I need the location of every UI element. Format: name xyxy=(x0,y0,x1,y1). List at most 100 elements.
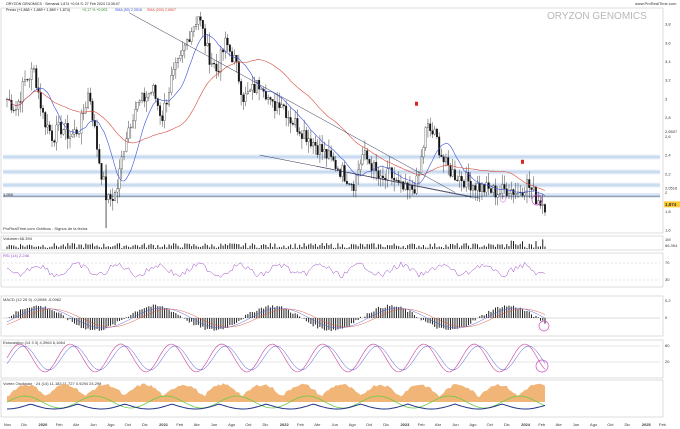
time-axis-label: Ago xyxy=(107,422,115,427)
volume-bar xyxy=(278,246,280,249)
volume-bar xyxy=(530,244,532,249)
macd-histogram-bar xyxy=(173,311,175,318)
macd-histogram-bar xyxy=(319,318,321,327)
highlight-circle xyxy=(535,359,549,373)
candle-body xyxy=(125,138,128,152)
time-axis-label: 2025 xyxy=(642,422,652,427)
candle-body xyxy=(138,100,141,103)
macd-histogram-bar xyxy=(391,305,393,318)
volume-bar xyxy=(398,246,400,249)
volume-bar xyxy=(314,243,316,249)
candle-body xyxy=(440,154,443,157)
volume-bar xyxy=(380,244,382,249)
candle-body xyxy=(465,172,468,188)
candle-body xyxy=(222,49,225,53)
macd-histogram-bar xyxy=(312,318,314,327)
candle-body xyxy=(325,149,328,159)
candle-body xyxy=(84,107,87,114)
candle-body xyxy=(294,118,297,125)
volume-bar xyxy=(285,247,287,249)
volume-axis-label: 1M xyxy=(665,237,671,242)
volume-bar xyxy=(476,244,478,249)
candle-body xyxy=(228,44,231,52)
macd-histogram-bar xyxy=(463,318,465,328)
macd-histogram-bar xyxy=(71,318,73,323)
macd-histogram-bar xyxy=(161,306,163,318)
candle-body xyxy=(174,62,177,70)
macd-histogram-bar xyxy=(202,318,204,327)
macd-histogram-bar xyxy=(166,308,168,318)
macd-histogram-bar xyxy=(89,318,91,330)
candle-body xyxy=(129,126,132,129)
macd-histogram-bar xyxy=(409,310,411,318)
candle-body xyxy=(179,55,182,59)
macd-histogram-bar xyxy=(128,316,130,318)
candle-body xyxy=(368,159,371,164)
volume-bar xyxy=(105,246,107,249)
candle-body xyxy=(215,63,218,72)
volume-bar xyxy=(184,243,186,249)
volume-bar xyxy=(454,245,456,249)
volume-bar xyxy=(157,244,159,249)
macd-histogram-bar xyxy=(438,318,440,328)
macd-histogram-bar xyxy=(366,313,368,318)
volume-bar xyxy=(359,243,361,249)
macd-histogram-bar xyxy=(359,316,361,318)
volume-bar xyxy=(92,243,94,249)
candle-body xyxy=(330,150,333,157)
volume-bar xyxy=(83,247,85,249)
volume-bar xyxy=(384,247,386,249)
volume-bar xyxy=(47,247,49,249)
rsi-pane-label: RSI (14) 2,246 xyxy=(3,253,30,258)
candle-body xyxy=(395,180,398,182)
macd-histogram-bar xyxy=(249,311,251,318)
macd-histogram-bar xyxy=(121,318,123,321)
macd-histogram-bar xyxy=(188,318,190,323)
volume-bar xyxy=(483,245,485,249)
macd-histogram-bar xyxy=(267,305,269,318)
macd-histogram-bar xyxy=(308,318,310,323)
candle-body xyxy=(10,100,13,111)
time-axis-label: Abr xyxy=(314,422,321,427)
macd-histogram-bar xyxy=(193,318,195,326)
price-tick-label: 1,6 xyxy=(665,228,671,233)
candle-body xyxy=(210,63,213,65)
volume-bar xyxy=(6,246,8,249)
macd-histogram-bar xyxy=(164,308,166,318)
macd-histogram-bar xyxy=(436,318,438,329)
volume-bar xyxy=(328,245,330,249)
candle-body xyxy=(285,105,288,118)
candle-body xyxy=(372,162,375,171)
macd-histogram-bar xyxy=(231,318,233,325)
macd-histogram-bar xyxy=(245,314,247,318)
volume-bar xyxy=(481,246,483,249)
macd-histogram-bar xyxy=(11,315,13,318)
volume-bar xyxy=(78,244,80,249)
stochastic-pane: 80 20 xyxy=(3,343,670,373)
candle-body xyxy=(354,173,357,191)
volume-bar xyxy=(29,244,31,249)
candle-body xyxy=(60,121,62,135)
macd-histogram-bar xyxy=(305,318,307,322)
macd-histogram-bar xyxy=(242,318,244,319)
candle-body xyxy=(435,128,438,138)
macd-histogram-bar xyxy=(238,318,240,321)
macd-histogram-bar xyxy=(251,311,253,318)
candle-body xyxy=(127,127,130,139)
signal-marker xyxy=(415,101,418,106)
macd-histogram-bar xyxy=(299,316,301,318)
volume-bar xyxy=(539,246,541,249)
macd-histogram-bar xyxy=(382,308,384,318)
macd-histogram-bar xyxy=(328,318,330,330)
volume-bar xyxy=(56,245,58,249)
time-axis-label: Ago xyxy=(590,422,598,427)
candle-body xyxy=(141,92,144,101)
candle-body xyxy=(514,193,517,195)
macd-histogram-bar xyxy=(96,318,98,330)
volume-bar xyxy=(65,246,67,249)
macd-histogram-bar xyxy=(416,317,418,318)
volume-bar xyxy=(182,247,184,249)
macd-histogram-bar xyxy=(168,309,170,318)
candle-body xyxy=(467,172,470,182)
volume-bar xyxy=(213,246,215,249)
